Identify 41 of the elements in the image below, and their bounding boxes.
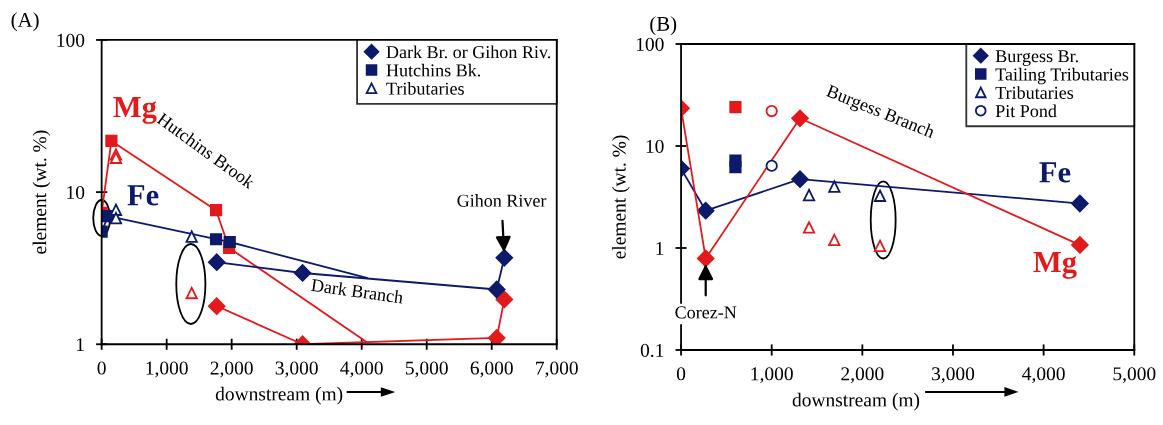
x-tick-label: 6,000 — [470, 361, 513, 378]
annotation: Fe — [1039, 162, 1071, 183]
annotation: Gihon River — [457, 194, 547, 207]
y-tick-label: 10 — [67, 185, 85, 200]
y-tick-label: 1 — [656, 241, 664, 255]
annotation: Mg — [1033, 252, 1077, 279]
x-tick-label: 2,000 — [841, 367, 884, 384]
annotation: Fe — [127, 185, 159, 206]
y-axis-title: element (wt. %) — [32, 130, 51, 254]
chart-title: (B) — [650, 16, 677, 36]
x-axis-title: downstream (m) — [215, 386, 343, 405]
y-tick-label: 10 — [646, 139, 664, 153]
x-tick-label: 0 — [97, 361, 106, 375]
annotation: Dark Branch — [310, 278, 404, 304]
y-tick-label: 100 — [636, 37, 664, 51]
chart-title: (A) — [11, 12, 39, 32]
x-tick-label: 5,000 — [405, 361, 448, 378]
x-tick-label: 1,000 — [751, 367, 793, 384]
legend-label: Tributaries — [995, 86, 1074, 99]
x-tick-label: 4,000 — [340, 361, 383, 378]
x-tick-label: 2,000 — [210, 361, 253, 378]
annotation: Corez-N — [675, 306, 737, 319]
x-tick-label: 7,000 — [536, 361, 578, 378]
x-tick-label: 3,000 — [275, 361, 318, 378]
legend-label: Pit Pond — [995, 104, 1057, 118]
x-tick-label: 1,000 — [146, 361, 188, 378]
y-tick-label: 0.1 — [640, 343, 664, 358]
x-tick-label: 0 — [676, 367, 686, 381]
legend-label: Tailing Tributaries — [995, 67, 1129, 85]
y-tick-label: 100 — [57, 33, 85, 47]
legend-label: Hutchins Bk. — [386, 63, 481, 77]
legend-label: Tributaries — [386, 82, 464, 95]
x-tick-label: 3,000 — [932, 367, 975, 384]
legend-label: Burgess Br. — [995, 50, 1078, 66]
y-axis-title: element (wt. %) — [612, 135, 630, 259]
x-tick-label: 5,000 — [1113, 367, 1156, 384]
x-tick-label: 4,000 — [1022, 367, 1065, 384]
legend-label: Dark Br. or Gihon Riv. — [386, 45, 551, 59]
annotation: Mg — [113, 97, 157, 124]
x-axis-title: downstream (m) — [792, 392, 920, 411]
y-tick-label: 1 — [76, 338, 84, 351]
